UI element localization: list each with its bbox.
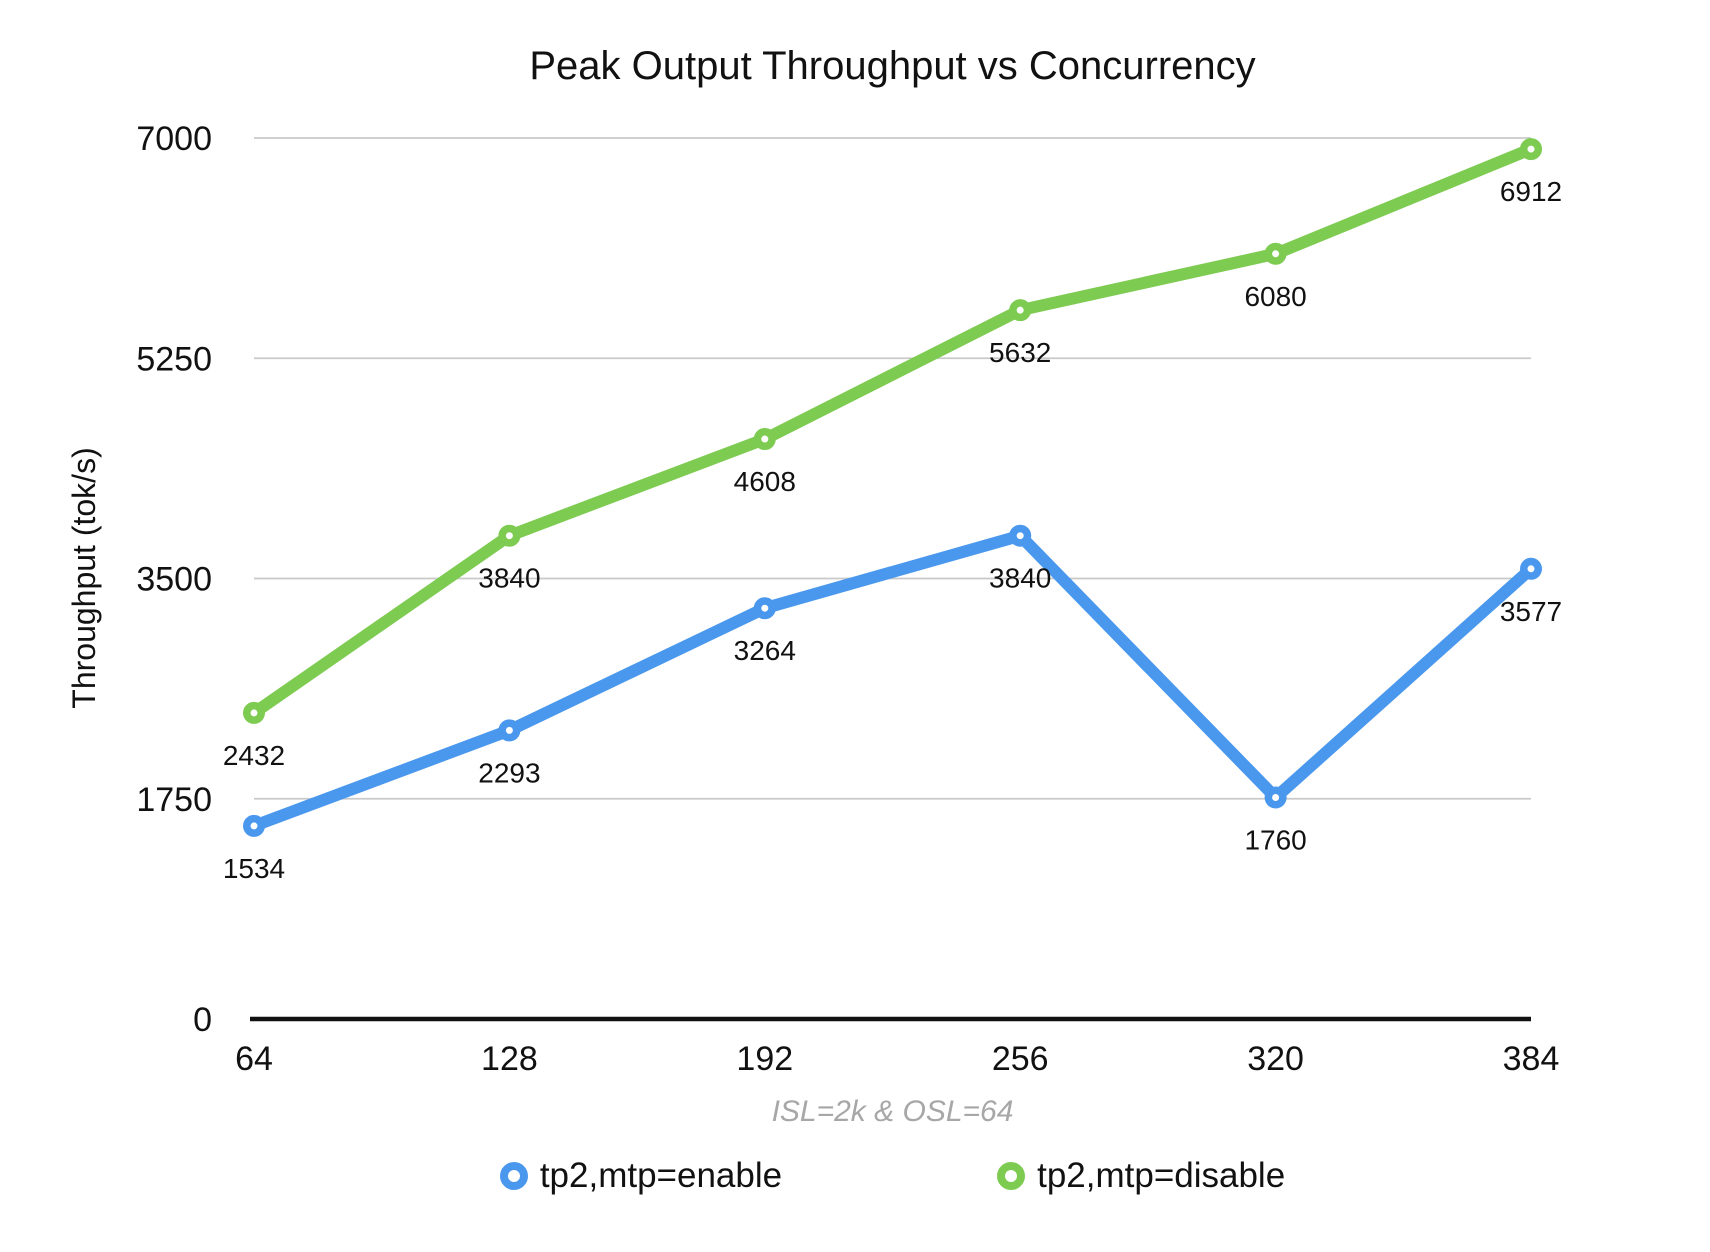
- data-point-marker: [1009, 299, 1032, 322]
- data-point-marker: [498, 524, 521, 547]
- data-point-label: 1760: [1244, 824, 1306, 855]
- legend-label-mtp-enable: tp2,mtp=enable: [539, 1156, 783, 1195]
- data-point-label: 6080: [1244, 281, 1306, 312]
- data-point-marker: [1264, 242, 1287, 265]
- legend-item-mtp-disable: tp2,mtp=disable: [997, 1156, 1285, 1196]
- legend-label-mtp-disable: tp2,mtp=disable: [1037, 1156, 1286, 1195]
- y-tick-label: 1750: [136, 781, 212, 819]
- x-tick-label: 256: [992, 1040, 1049, 1078]
- data-point-label: 2293: [478, 757, 540, 788]
- legend-marker-ring-icon: [997, 1162, 1026, 1190]
- x-axis-caption: ISL=2k & OSL=64: [771, 1095, 1014, 1128]
- series-line: [248, 143, 1537, 719]
- data-point-label: 4608: [734, 466, 796, 497]
- plot-generated-content: 0 1750 3500 5250 7000 64 128 192 256 320 384 1534 22…: [136, 120, 1562, 1078]
- data-point-marker: [753, 428, 776, 451]
- y-tick-label: 0: [193, 1001, 212, 1039]
- data-point-label: 1534: [223, 853, 285, 884]
- data-point-label: 3840: [478, 563, 540, 594]
- data-point-marker: [1009, 524, 1032, 547]
- data-point-marker: [753, 597, 776, 620]
- data-point-marker: [243, 701, 265, 724]
- x-tick-label: 320: [1247, 1040, 1304, 1078]
- y-tick-label: 5250: [136, 340, 212, 378]
- legend-marker-ring-icon: [499, 1162, 528, 1190]
- data-point-marker: [1264, 786, 1287, 809]
- data-point-marker: [1520, 138, 1542, 161]
- data-point-label: 2432: [223, 740, 285, 771]
- chart-legend: tp2,mtp=enable tp2,mtp=disable: [254, 1156, 1531, 1196]
- y-axis-title: Throughput (tok/s): [66, 447, 102, 708]
- data-point-marker: [498, 719, 521, 742]
- x-tick-label: 128: [481, 1040, 538, 1078]
- data-point-label: 3840: [989, 563, 1051, 594]
- data-point-label: 3577: [1500, 596, 1562, 627]
- x-tick-label: 64: [235, 1040, 273, 1078]
- x-tick-label: 384: [1503, 1040, 1560, 1078]
- data-point-marker: [243, 814, 265, 837]
- series-line: [248, 529, 1537, 832]
- chart-title: Peak Output Throughput vs Concurrency: [529, 44, 1256, 88]
- y-tick-label: 3500: [136, 561, 212, 599]
- x-tick-label: 192: [736, 1040, 793, 1078]
- data-point-marker: [1520, 557, 1542, 580]
- legend-item-mtp-enable: tp2,mtp=enable: [499, 1156, 783, 1196]
- y-tick-label: 7000: [136, 120, 212, 158]
- data-point-label: 6912: [1500, 176, 1562, 207]
- data-point-label: 5632: [989, 337, 1051, 368]
- data-point-label: 3264: [734, 635, 796, 666]
